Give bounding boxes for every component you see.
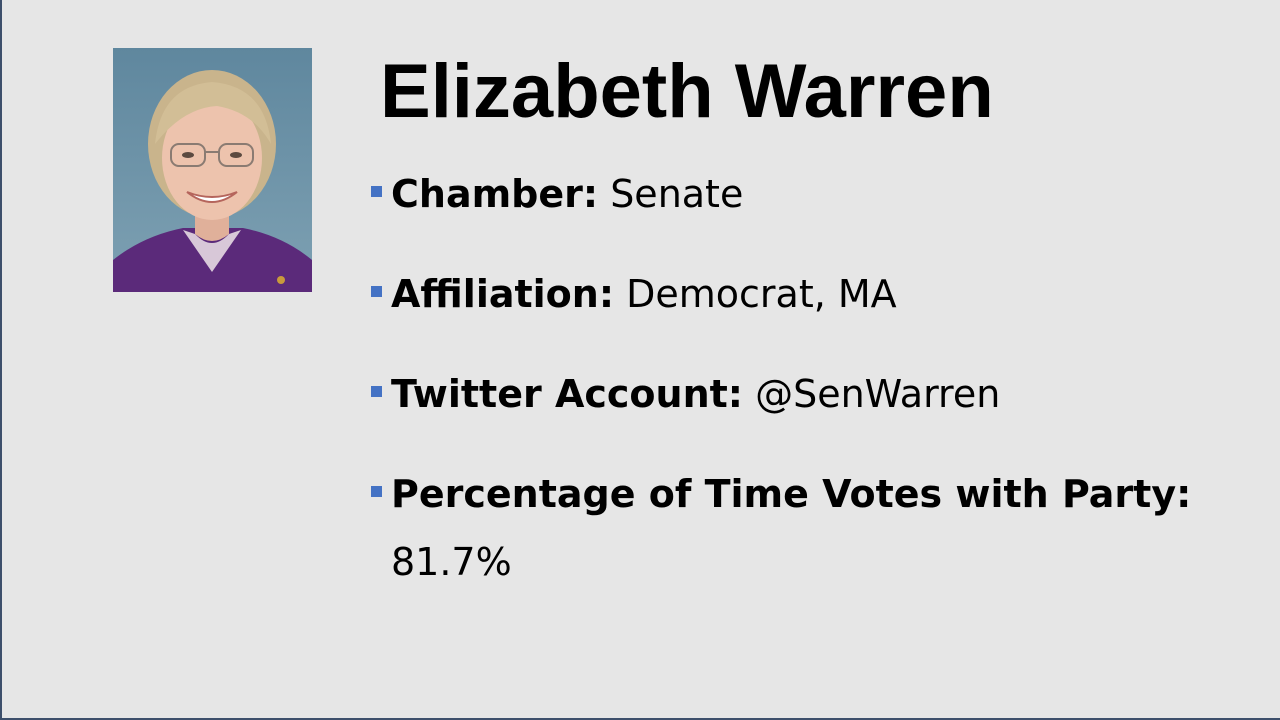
square-bullet-icon (371, 286, 382, 297)
fact-label: Affiliation: (391, 272, 615, 316)
fact-value: Democrat, MA (626, 272, 897, 316)
fact-value: 81.7% (391, 540, 512, 584)
fact-label: Percentage of Time Votes with Party: (391, 472, 1192, 516)
fact-item-party-votes: Percentage of Time Votes with Party: 81.… (371, 460, 1251, 596)
portrait-image (113, 48, 312, 292)
fact-list: Chamber: Senate Affiliation: Democrat, M… (371, 160, 1251, 628)
fact-label: Chamber: (391, 172, 599, 216)
fact-item-affiliation: Affiliation: Democrat, MA (371, 260, 1251, 328)
fact-item-twitter: Twitter Account: @SenWarren (371, 360, 1251, 428)
fact-value: Senate (610, 172, 744, 216)
square-bullet-icon (371, 486, 382, 497)
square-bullet-icon (371, 386, 382, 397)
fact-label: Twitter Account: (391, 372, 743, 416)
fact-value: @SenWarren (755, 372, 1001, 416)
page-title: Elizabeth Warren (380, 49, 994, 134)
square-bullet-icon (371, 186, 382, 197)
fact-item-chamber: Chamber: Senate (371, 160, 1251, 228)
portrait-photo (113, 48, 312, 292)
